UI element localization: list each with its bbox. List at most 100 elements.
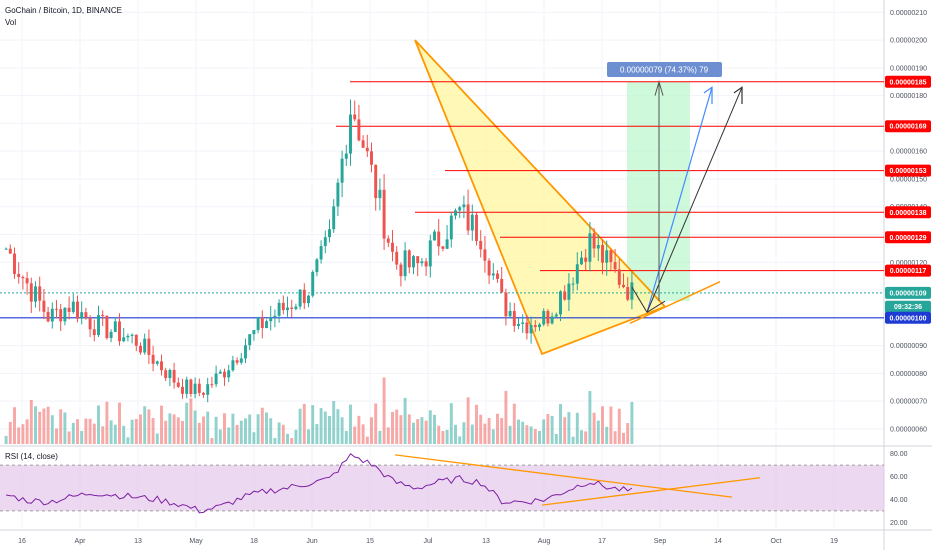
volume-bar: [508, 425, 512, 444]
candle-body: [596, 244, 600, 249]
volume-bar: [269, 418, 273, 444]
time-axis: 16 Apr 13 May 18 Jun 15 Jul 13 Aug 17 Sep 14 Oct 19: [18, 538, 838, 545]
candle-body: [126, 335, 130, 338]
candle-body: [529, 325, 533, 334]
volume-bar: [567, 412, 571, 444]
volume-bar: [437, 425, 441, 444]
price-tick-label: 0.00000180: [890, 93, 927, 100]
candle-body: [315, 259, 319, 273]
volume-bar: [336, 409, 340, 444]
volume-bar: [538, 430, 541, 444]
candle-body: [416, 256, 420, 264]
volume-bar: [454, 424, 457, 444]
candle-body: [470, 214, 474, 231]
candle-body: [59, 309, 63, 322]
time-tick-label: 15: [366, 538, 374, 545]
time-tick-label: Sep: [654, 538, 667, 545]
volume-bar: [365, 436, 369, 444]
volume-bar: [378, 430, 382, 444]
price-tag-label: 0.00000169: [890, 124, 927, 131]
blue-projection-arrow: [646, 87, 713, 313]
candle-body: [403, 250, 407, 277]
volume-bar: [340, 417, 344, 444]
time-tick-label: 14: [714, 538, 722, 545]
candle-body: [475, 214, 478, 241]
price-tag-label: 0.00000100: [890, 315, 927, 322]
price-tick-label: 0.00000160: [890, 149, 927, 156]
candle-body: [176, 382, 180, 387]
volume-bar: [500, 418, 504, 444]
candle-body: [328, 229, 331, 238]
volume-bar: [286, 433, 289, 444]
volume-bar: [76, 419, 79, 444]
candle-body: [134, 334, 138, 346]
candle-body: [260, 317, 264, 329]
candle-body: [609, 250, 613, 263]
measure-tooltip: 0.00000079 (74.37%) 79: [607, 62, 722, 77]
candle-body: [130, 334, 134, 336]
candle-body: [218, 371, 222, 374]
volume-bar: [231, 413, 235, 444]
volume-bar: [332, 401, 336, 444]
candle-body: [630, 282, 634, 300]
candle-body: [8, 248, 12, 254]
candle-body: [269, 317, 273, 322]
volume-bar: [143, 406, 147, 444]
price-tag-label: 0.00000153: [890, 168, 927, 175]
volume-bar: [160, 405, 163, 444]
candle-body: [546, 311, 550, 324]
candle-body: [38, 286, 42, 301]
candle-body: [344, 153, 348, 159]
rsi-label: RSI (14, close): [5, 452, 58, 461]
volume-bar: [407, 414, 411, 444]
candle-body: [571, 283, 575, 285]
candle-body: [357, 119, 361, 141]
volume-bar: [617, 408, 621, 444]
candle-body: [302, 289, 306, 304]
volume-bar: [88, 418, 92, 444]
price-tag: [885, 75, 931, 88]
candle-body: [4, 248, 8, 250]
candle-body: [550, 316, 554, 324]
volume-bar: [424, 420, 428, 444]
time-tick-label: 13: [482, 538, 490, 545]
volume-bar: [609, 406, 613, 444]
candle-body: [256, 317, 260, 331]
volume-bar: [63, 412, 67, 444]
volume-bar: [403, 397, 407, 444]
volume-bar: [214, 416, 218, 444]
volume-bar: [370, 417, 373, 444]
candle-body: [512, 310, 516, 326]
volume-bar: [71, 422, 75, 444]
candle-body: [109, 331, 113, 339]
volume-bar: [277, 422, 281, 444]
rsi-tick-label: 80.00: [890, 451, 908, 458]
candle-body: [504, 292, 508, 317]
candle-body: [575, 264, 579, 284]
candle-body: [374, 164, 378, 199]
candle-body: [214, 373, 218, 385]
candle-body: [538, 324, 541, 328]
price-tick-label: 0.00000080: [890, 371, 927, 378]
volume-bar: [416, 419, 420, 444]
candle-body: [580, 257, 583, 265]
lower-trendline: [629, 281, 721, 325]
candle-body: [193, 383, 197, 395]
candle-body: [307, 295, 310, 304]
volume-bar: [626, 423, 630, 444]
volume-bar: [483, 423, 487, 444]
candle-body: [223, 371, 226, 378]
candle-body: [353, 114, 357, 120]
candle-body: [13, 253, 16, 274]
volume-bar: [80, 430, 84, 444]
candle-body: [273, 315, 277, 318]
candle-body: [118, 321, 121, 342]
price-tag: [885, 311, 931, 324]
candle-body: [584, 257, 588, 262]
candle-body: [424, 261, 428, 267]
volume-bar: [151, 418, 155, 444]
volume-label: Vol: [5, 18, 17, 27]
candle-body: [42, 300, 46, 312]
candle-body: [386, 238, 390, 243]
